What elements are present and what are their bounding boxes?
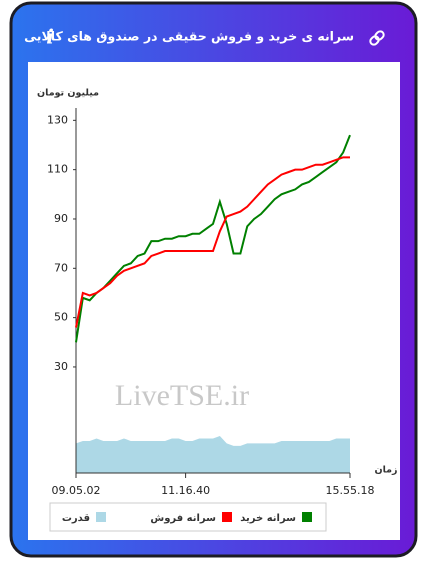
- y-tick-label: 130: [47, 113, 68, 126]
- legend-label: سرانه فروش: [150, 513, 216, 524]
- y-tick-label: 50: [54, 311, 68, 324]
- y-tick-label: 90: [54, 212, 68, 225]
- y-tick-label: 110: [47, 163, 68, 176]
- legend-swatch: [222, 512, 232, 522]
- info-icon[interactable]: i: [46, 25, 54, 49]
- series-line: [75, 134, 351, 343]
- link-icon[interactable]: [369, 30, 385, 46]
- legend-swatch: [302, 512, 312, 522]
- x-axis-label: زمان: [374, 465, 397, 476]
- power-area: [76, 436, 350, 473]
- x-tick-label: 15.55.18: [326, 484, 375, 497]
- legend-label: قدرت: [62, 513, 90, 524]
- legend-swatch: [96, 512, 106, 522]
- legend-label: سرانه خرید: [240, 513, 296, 524]
- x-tick-label: 11.16.40: [161, 484, 210, 497]
- watermark: LiveTSE.ir: [115, 379, 249, 412]
- chart-title: سرانه ی خرید و فروش حقیقی در صندوق های ک…: [24, 29, 354, 44]
- series-line: [75, 156, 350, 328]
- x-tick-label: 09.05.02: [52, 484, 101, 497]
- y-tick-label: 70: [54, 261, 68, 274]
- y-axis-label: میلیون تومان: [37, 88, 99, 99]
- y-tick-label: 30: [54, 360, 68, 373]
